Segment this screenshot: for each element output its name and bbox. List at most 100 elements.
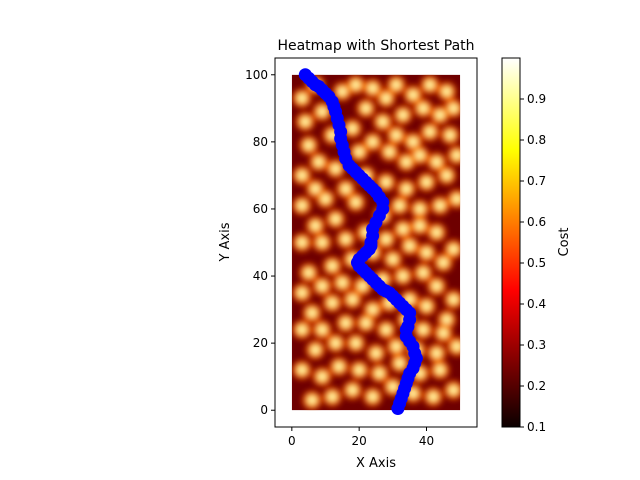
heat-cell [434, 351, 439, 356]
heat-cell [363, 106, 368, 111]
heat-cell [303, 119, 308, 124]
heat-cell [394, 344, 399, 349]
colorbar-tick-label: 0.6 [527, 215, 546, 229]
y-tick-label: 80 [253, 135, 268, 149]
heat-cell [411, 391, 416, 396]
heatmap-image [291, 74, 461, 411]
y-axis-label: Y Axis [218, 222, 233, 262]
x-tick-label: 40 [419, 434, 434, 448]
heat-cell [350, 126, 355, 131]
heat-cell [340, 280, 345, 285]
heat-cell [454, 344, 459, 349]
heat-cell [299, 240, 304, 245]
heat-cell [343, 237, 348, 242]
heat-cell [350, 297, 355, 302]
heat-cell [310, 398, 315, 403]
colorbar-tick-label: 0.9 [527, 92, 546, 106]
y-tick-label: 0 [260, 403, 268, 417]
heat-cell [417, 153, 422, 158]
heat-cell [340, 89, 345, 94]
heat-cell [394, 82, 399, 87]
heat-cell [330, 263, 335, 268]
heat-cell [424, 304, 429, 309]
heat-cell [448, 133, 453, 138]
heat-cell [306, 270, 311, 275]
heat-cell [333, 217, 338, 222]
x-tick-label: 0 [288, 434, 296, 448]
colorbar-tick-label: 0.5 [527, 256, 546, 270]
heat-cell [441, 260, 446, 265]
heat-cell [380, 119, 385, 124]
colorbar-tick-label: 0.8 [527, 133, 546, 147]
heat-cell [404, 186, 409, 191]
heat-cell [377, 371, 382, 376]
heat-cell [370, 307, 375, 312]
colorbar [501, 57, 521, 428]
heat-cell [421, 106, 426, 111]
heat-cell [316, 159, 321, 164]
shortest-path [298, 68, 423, 416]
heat-cell [400, 227, 405, 232]
heat-cell [313, 223, 318, 228]
heat-cell [360, 284, 365, 289]
heat-cell [451, 297, 456, 302]
colorbar-tick-label: 0.7 [527, 174, 546, 188]
heat-cell [357, 149, 362, 154]
heat-cell [343, 186, 348, 191]
heat-cell [417, 223, 422, 228]
heat-cell [434, 159, 439, 164]
heat-cell [417, 206, 422, 211]
path-point [391, 402, 405, 416]
heat-cell [313, 347, 318, 352]
heat-cell [353, 200, 358, 205]
heat-cell [320, 284, 325, 289]
colorbar-tick-label: 0.2 [527, 379, 546, 393]
heat-cell [384, 96, 389, 101]
heat-cell [336, 364, 341, 369]
heat-cell [387, 149, 392, 154]
heat-cell [320, 109, 325, 114]
plot-frame [274, 57, 478, 428]
chart-title: Heatmap with Shortest Path [277, 38, 474, 54]
heat-cell [330, 394, 335, 399]
heat-cell [374, 351, 378, 356]
colorbar-tick-label: 0.1 [527, 420, 546, 434]
heat-cell [384, 237, 389, 242]
heat-cell [434, 284, 439, 289]
heat-cell [431, 394, 436, 399]
heat-cell [427, 129, 432, 134]
colorbar-tick-label: 0.3 [527, 338, 546, 352]
heat-cell [451, 247, 456, 252]
heat-cell [350, 388, 355, 393]
heat-cell [427, 82, 432, 87]
heat-cell [313, 186, 318, 191]
heat-cell [330, 133, 335, 138]
heat-cell [451, 106, 456, 111]
heat-cell [394, 133, 399, 138]
heat-cell [424, 250, 429, 255]
heat-cell [404, 159, 409, 164]
heat-cell [421, 270, 426, 275]
heat-cell [444, 173, 449, 178]
heat-cell [299, 367, 304, 372]
x-tick-label: 20 [352, 434, 367, 448]
heat-cell [353, 82, 358, 87]
heat-cell [424, 180, 429, 185]
heat-cell [353, 341, 358, 346]
x-axis-ticks: 0 20 40 [288, 427, 434, 448]
heat-cell [411, 139, 416, 144]
colorbar-label: Cost [557, 228, 572, 257]
heat-cell [390, 384, 395, 389]
heat-cell [370, 86, 375, 91]
y-tick-label: 60 [253, 202, 268, 216]
heat-cell [400, 274, 405, 279]
heat-cell [441, 331, 446, 336]
heat-cell [330, 300, 335, 305]
heat-cell [400, 113, 405, 118]
heat-cell [333, 166, 338, 171]
heat-cell [299, 203, 304, 208]
heat-cell [370, 394, 375, 399]
heat-cell [411, 92, 416, 97]
heat-cell [320, 240, 325, 245]
